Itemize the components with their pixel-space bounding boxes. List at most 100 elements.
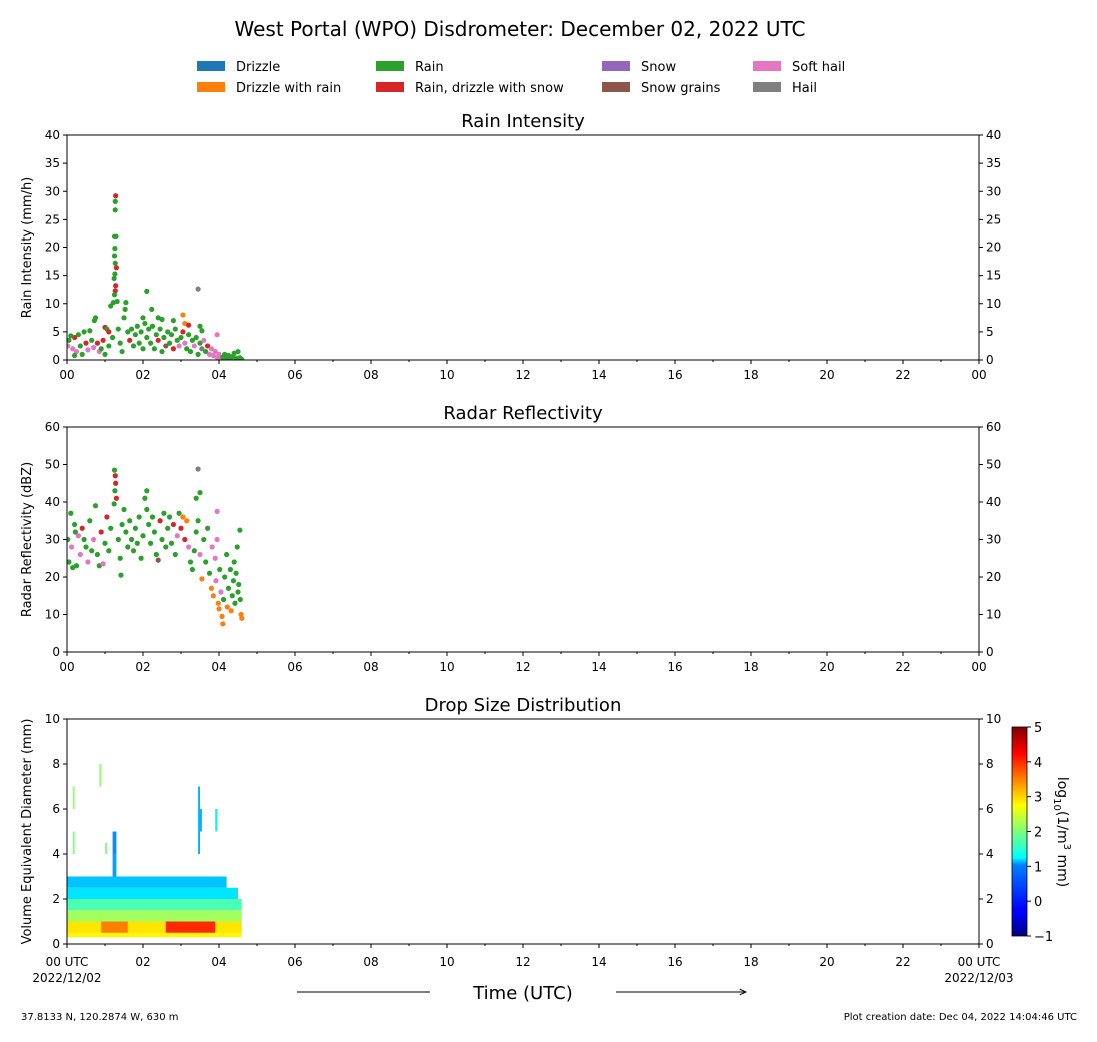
data-point [157, 518, 163, 524]
data-point [146, 326, 152, 332]
data-point [73, 563, 80, 569]
data-point [104, 514, 110, 520]
data-point [67, 559, 72, 565]
data-point [102, 540, 108, 546]
legend-item: Drizzle [197, 60, 280, 75]
data-point [212, 555, 218, 561]
x-tick-label: 02 [135, 368, 150, 382]
data-point [113, 193, 119, 199]
legend-item: Hail [753, 81, 817, 96]
data-point [106, 548, 112, 554]
data-point [146, 521, 152, 528]
x-tick-label: 08 [363, 660, 378, 674]
data-point [170, 346, 176, 352]
data-point [94, 551, 100, 558]
colorbar-tick-label: 2 [1034, 826, 1042, 841]
data-point [106, 343, 112, 349]
heatmap-cell [67, 876, 227, 888]
x-tick-label: 10 [439, 368, 454, 382]
legend-swatch [753, 61, 781, 71]
y-tick-label: 2 [52, 892, 60, 906]
data-point [167, 514, 173, 520]
station-location: 37.8133 N, 120.2874 W, 630 m [21, 1012, 179, 1023]
panel-title: Drop Size Distribution [425, 695, 622, 716]
data-point [115, 536, 121, 543]
data-point [219, 613, 225, 619]
data-point [217, 566, 223, 573]
data-point [184, 518, 190, 524]
data-point [117, 555, 123, 561]
data-point [136, 514, 142, 520]
x-tick-label: 18 [743, 368, 758, 382]
x-tick-label: 16 [667, 368, 682, 382]
x-tick-label: 08 [363, 955, 378, 969]
data-point [167, 340, 173, 346]
legend-swatch [376, 61, 404, 71]
data-point [161, 510, 167, 516]
data-point [236, 581, 242, 588]
data-point [117, 340, 123, 346]
y-tick-label-right: 10 [986, 712, 1001, 726]
data-point [113, 283, 119, 289]
data-point [197, 323, 203, 329]
data-point [197, 551, 203, 558]
data-point [125, 544, 131, 550]
data-point [208, 346, 214, 352]
heatmap-cell [99, 764, 102, 787]
colorbar-tick-label: −1 [1034, 930, 1053, 945]
data-point [235, 348, 241, 355]
data-point [130, 548, 137, 554]
legend-label: Drizzle [236, 60, 280, 75]
data-point [113, 480, 119, 486]
y-tick-label: 15 [45, 269, 60, 283]
x-tick-label: 12 [515, 660, 530, 674]
data-point [220, 621, 226, 627]
data-point [159, 316, 165, 323]
data-point [144, 288, 150, 294]
data-point [83, 340, 89, 346]
y-tick-label: 30 [45, 533, 60, 547]
data-point [98, 529, 104, 535]
data-point [67, 536, 71, 543]
data-point [115, 326, 121, 332]
data-point [127, 337, 133, 343]
data-point [189, 566, 195, 573]
data-point [163, 544, 169, 550]
y-tick-label-right: 4 [986, 847, 994, 861]
data-point [214, 508, 220, 514]
legend-label: Drizzle with rain [236, 81, 341, 96]
data-point [70, 346, 76, 352]
y-tick-label-right: 20 [986, 241, 1001, 255]
data-point [205, 525, 211, 531]
data-point [224, 604, 230, 610]
y-tick-label: 35 [45, 156, 60, 170]
data-point [233, 355, 239, 360]
data-point [201, 337, 207, 343]
data-point [203, 348, 209, 355]
data-point [111, 253, 118, 259]
heatmap-cell [67, 887, 238, 899]
x-tick-label: 08 [363, 368, 378, 382]
data-point [83, 544, 89, 550]
data-point [85, 559, 91, 565]
x-tick-label: 10 [439, 955, 454, 969]
data-point [187, 348, 194, 355]
data-point [72, 352, 78, 359]
data-point [172, 326, 178, 332]
drop-size-distribution-panel: Drop Size Distribution Volume Equivalent … [20, 695, 1001, 969]
data-point [218, 589, 224, 595]
y-tick-label-right: 30 [986, 533, 1001, 547]
data-point [193, 334, 199, 341]
data-point [68, 510, 74, 516]
data-point [72, 529, 78, 535]
data-point [174, 533, 180, 539]
data-point [239, 356, 245, 360]
data-point [75, 332, 81, 338]
data-point [142, 495, 148, 501]
heatmap-cell [200, 809, 202, 832]
data-point [212, 348, 218, 355]
data-point [92, 503, 99, 509]
data-point [149, 514, 156, 520]
y-tick-label-right: 35 [986, 156, 1001, 170]
